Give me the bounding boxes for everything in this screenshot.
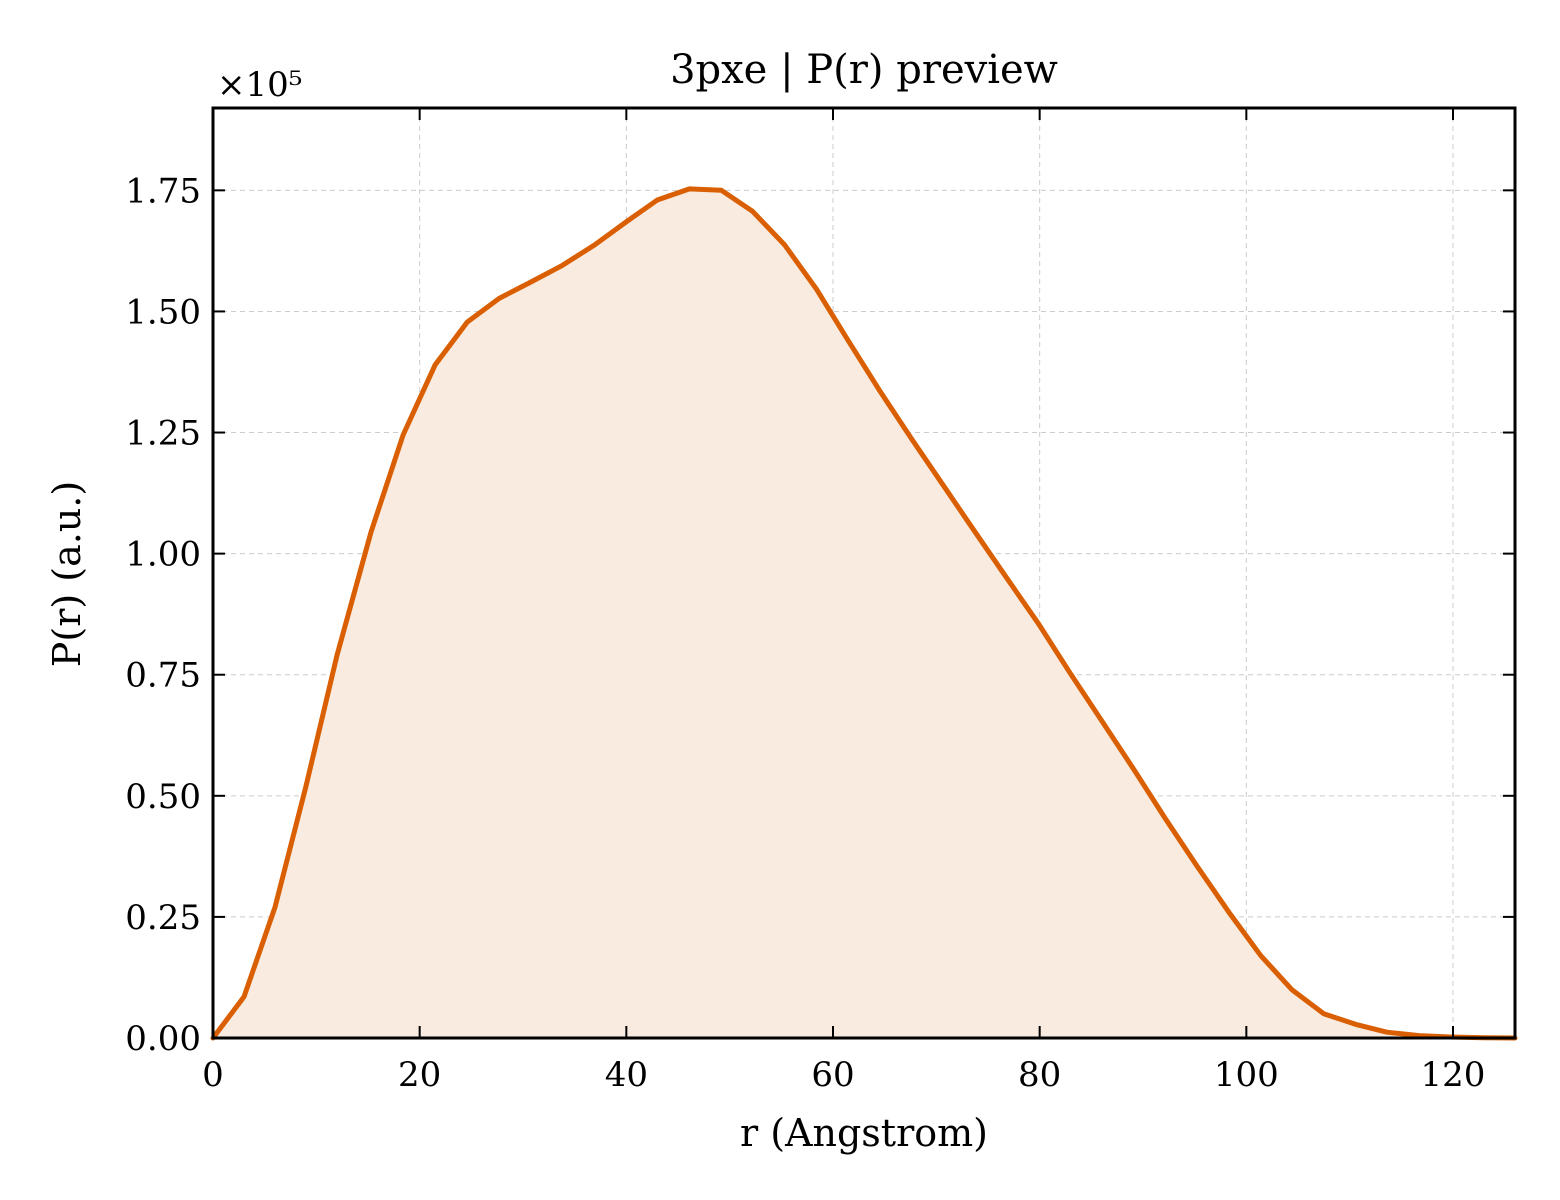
x-tick-label-4: 80	[1018, 1055, 1061, 1095]
x-tick-label-6: 120	[1421, 1055, 1486, 1095]
y-axis-ticks: 0.00 0.25 0.50 0.75 1.00 1.25 1.50 1.75	[125, 171, 1515, 1059]
x-tick-label-5: 100	[1214, 1055, 1279, 1095]
y-tick-label-0: 0.00	[125, 1019, 201, 1059]
y-tick-label-6: 1.50	[125, 292, 201, 332]
x-tick-label-3: 60	[811, 1055, 854, 1095]
y-tick-label-1: 0.25	[125, 898, 201, 938]
area-fill	[213, 188, 1515, 1038]
series-line	[210, 186, 1518, 1041]
y-tick-label-4: 1.00	[125, 535, 201, 575]
y-multiplier-label: ×10⁵	[217, 65, 302, 105]
y-axis-label: P(r) (a.u.)	[45, 481, 89, 667]
x-tick-label-2: 40	[605, 1055, 648, 1095]
y-tick-label-5: 1.25	[125, 414, 201, 454]
y-tick-label-3: 0.75	[125, 656, 201, 696]
x-tick-label-0: 0	[202, 1055, 224, 1095]
y-tick-label-2: 0.50	[125, 777, 201, 817]
plot-frame	[211, 106, 1517, 1040]
x-axis-label: r (Angstrom)	[740, 1111, 988, 1155]
chart-title: 3pxe | P(r) preview	[670, 47, 1058, 93]
y-tick-label-7: 1.75	[125, 171, 201, 211]
x-axis-ticks: 0 20 40 60 80 100 120	[202, 108, 1485, 1095]
x-tick-label-1: 20	[398, 1055, 441, 1095]
